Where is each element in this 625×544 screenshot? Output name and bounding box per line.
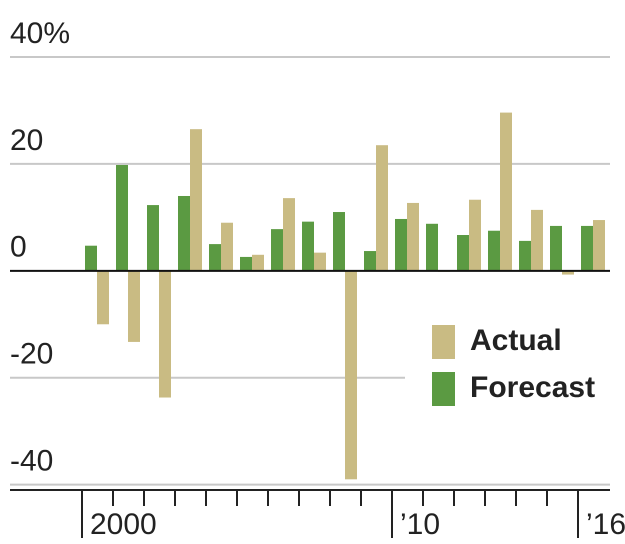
bar <box>97 270 109 325</box>
bar <box>407 202 419 271</box>
bar <box>159 270 171 398</box>
bar <box>376 145 388 271</box>
y-tick-label: 40% <box>10 17 70 50</box>
bar <box>85 245 97 271</box>
y-tick-label: -40 <box>10 445 53 478</box>
bar <box>519 240 531 271</box>
legend-swatch <box>432 325 455 359</box>
bar <box>345 270 357 480</box>
bar <box>333 212 345 271</box>
bar <box>209 244 221 271</box>
bar <box>302 221 314 271</box>
legend-label: Actual <box>470 324 562 357</box>
bar <box>581 225 593 271</box>
bar <box>426 223 438 271</box>
bar <box>221 222 233 271</box>
bar <box>283 198 295 271</box>
x-tick-label: ’10 <box>400 508 440 541</box>
bar <box>550 225 562 271</box>
x-tick-label: 2000 <box>90 508 157 541</box>
y-tick-label: -20 <box>10 338 53 371</box>
bar <box>364 251 376 271</box>
bar <box>488 230 500 271</box>
bar <box>593 220 605 271</box>
bar <box>178 195 190 271</box>
x-tick-label: ’16 <box>586 508 625 541</box>
y-tick-label: 0 <box>10 231 27 264</box>
legend-swatch <box>432 372 455 406</box>
bar <box>562 270 574 275</box>
bar <box>531 209 543 271</box>
bar <box>128 270 140 342</box>
y-tick-label: 20 <box>10 124 43 157</box>
bar <box>271 229 283 271</box>
bar <box>240 256 252 271</box>
bar <box>314 252 326 271</box>
bar <box>469 199 481 271</box>
legend-label: Forecast <box>470 371 595 404</box>
bar <box>116 164 128 271</box>
bar <box>190 129 202 271</box>
bar <box>395 218 407 271</box>
bar <box>252 254 264 271</box>
bar <box>500 112 512 271</box>
bar <box>147 205 159 271</box>
bar <box>457 235 469 271</box>
